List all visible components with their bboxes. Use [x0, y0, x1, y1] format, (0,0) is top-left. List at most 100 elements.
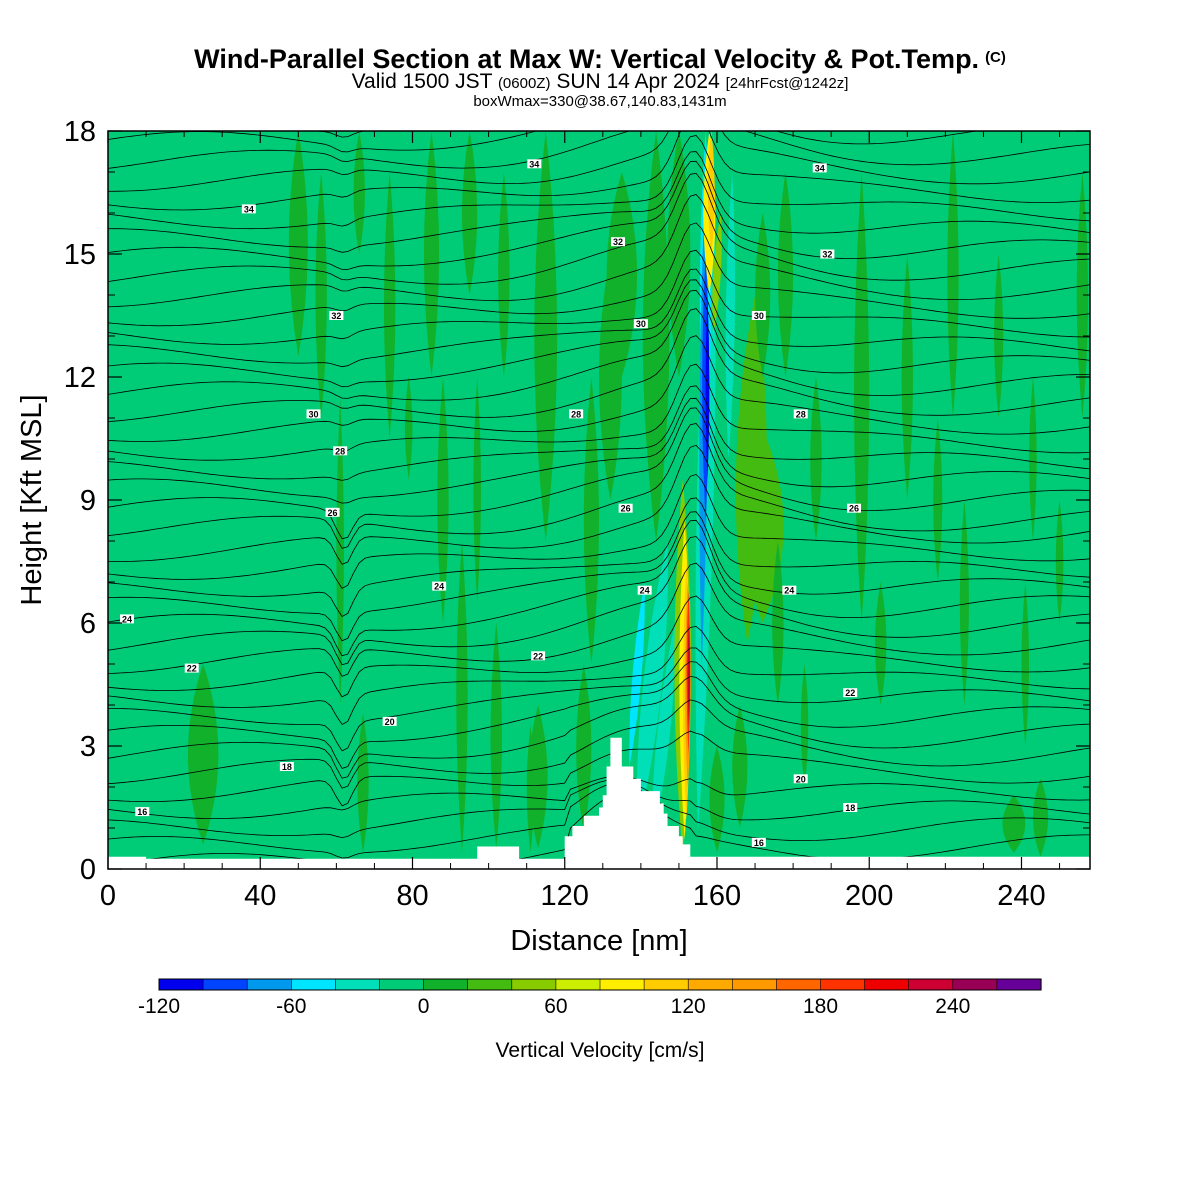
theta-label-box: [847, 503, 862, 513]
velocity-fill: [755, 213, 771, 377]
velocity-fill: [437, 377, 449, 623]
x-tick-label: 120: [541, 880, 589, 912]
theta-label-box: [633, 319, 648, 329]
theta-label-box: [843, 688, 858, 698]
theta-label-box: [184, 663, 199, 673]
velocity-fill: [461, 131, 478, 295]
theta-label: 28: [335, 446, 345, 456]
x-axis-label: Distance [nm]: [510, 925, 687, 957]
theta-label: 24: [784, 586, 794, 596]
theta-label: 26: [328, 508, 338, 518]
theta-contour: [108, 595, 1090, 698]
theta-contour: [108, 647, 1090, 752]
velocity-fill: [456, 541, 468, 853]
theta-label: 34: [529, 159, 539, 169]
theta-contour: [108, 793, 1090, 869]
theta-label-box: [751, 837, 766, 847]
velocity-fill: [800, 664, 809, 787]
theta-contour: [108, 151, 1090, 253]
colorbar-swatch: [643, 978, 689, 991]
velocity-fill: [528, 705, 548, 849]
theta-label-box: [527, 159, 542, 169]
plot-background: [108, 131, 1090, 869]
theta-contour: [307, 131, 369, 138]
velocity-fill: [732, 705, 748, 828]
y-tick-label: 15: [64, 239, 96, 271]
theta-contour: [108, 135, 1090, 230]
colorbar-swatch: [952, 978, 998, 991]
colorbar-swatch: [731, 978, 777, 991]
velocity-fill: [336, 397, 344, 705]
colorbar-tick-label: 240: [935, 995, 970, 1018]
x-axis: 0 40 80 120 160 200 240: [100, 131, 1061, 912]
colorbar-swatch: [908, 978, 954, 991]
velocity-fill: [629, 582, 645, 767]
velocity-fill: [772, 541, 784, 705]
theta-contour: [108, 131, 1090, 169]
y-tick-label: 3: [80, 731, 96, 763]
colorbar-label: Vertical Velocity [cm/s]: [496, 1039, 705, 1062]
velocity-fill: [490, 623, 502, 849]
velocity-fill: [705, 295, 710, 480]
velocity-fill: [874, 582, 887, 705]
theta-contour: [108, 308, 1090, 422]
velocity-fill: [534, 131, 558, 541]
theta-contour: [108, 675, 1090, 779]
theta-label: 32: [822, 250, 832, 260]
theta-label: 24: [640, 586, 650, 596]
theta-contour: [108, 160, 1090, 270]
velocity-fill: [288, 131, 308, 357]
theta-label-box: [820, 249, 835, 259]
theta-label: 22: [187, 664, 197, 674]
theta-label-box: [531, 651, 546, 661]
plot-area: 34 34 34 32 32 32 30 30 30 28 28 28 26 26 26 24 24 24 24 22…: [108, 131, 1090, 869]
theta-contour: [108, 473, 1090, 589]
copyright-mark: (C): [985, 49, 1006, 66]
theta-label: 26: [849, 504, 859, 514]
velocity-fill: [583, 377, 599, 664]
theta-label-box: [120, 614, 135, 624]
velocity-fill: [606, 172, 638, 377]
colorbar-frame: [158, 978, 1042, 991]
colorbar-swatch: [820, 978, 866, 991]
velocity-fill: [777, 172, 794, 377]
theta-label-box: [782, 585, 797, 595]
velocity-fill: [667, 131, 691, 377]
theta-label-box: [793, 774, 808, 784]
theta-contour: [108, 536, 1090, 666]
colorbar-swatch: [467, 978, 513, 991]
colorbar-tick-label: 120: [671, 995, 706, 1018]
valid-date: SUN 14 Apr 2024: [556, 70, 720, 93]
velocity-fill: [709, 746, 725, 853]
theta-label: 26: [621, 504, 631, 514]
theta-contours: [108, 131, 1090, 869]
theta-label-box: [135, 807, 150, 817]
theta-label: 20: [385, 717, 395, 727]
colorbar-swatch: [511, 978, 557, 991]
velocity-fill: [1002, 795, 1026, 853]
colorbar-tick-label: 60: [544, 995, 567, 1018]
velocity-fill: [1055, 500, 1064, 623]
theta-label: 34: [244, 204, 254, 214]
theta-contour: [108, 775, 1090, 819]
theta-contour: [108, 249, 1090, 345]
theta-contour: [108, 730, 1090, 807]
x-tick-label: 160: [693, 880, 741, 912]
theta-contour: [108, 497, 1090, 618]
velocity-fill: [959, 500, 969, 705]
theta-label-box: [432, 581, 447, 591]
x-tick-label: 240: [997, 880, 1045, 912]
theta-contour: [108, 511, 1090, 642]
theta-contour: [108, 699, 1090, 789]
box-info: boxWmax=330@38.67,140.83,1431m: [473, 93, 727, 110]
theta-label: 28: [571, 409, 581, 419]
valid-utc: (0600Z): [497, 75, 551, 92]
x-tick-label: 40: [244, 880, 276, 912]
theta-label: 18: [282, 762, 292, 772]
colorbar-swatch: [996, 978, 1042, 991]
theta-label-box: [618, 503, 633, 513]
x-tick-label: 0: [100, 880, 116, 912]
forecast-info: [24hrFcst@1242z]: [725, 75, 849, 92]
theta-label: 24: [122, 614, 132, 624]
